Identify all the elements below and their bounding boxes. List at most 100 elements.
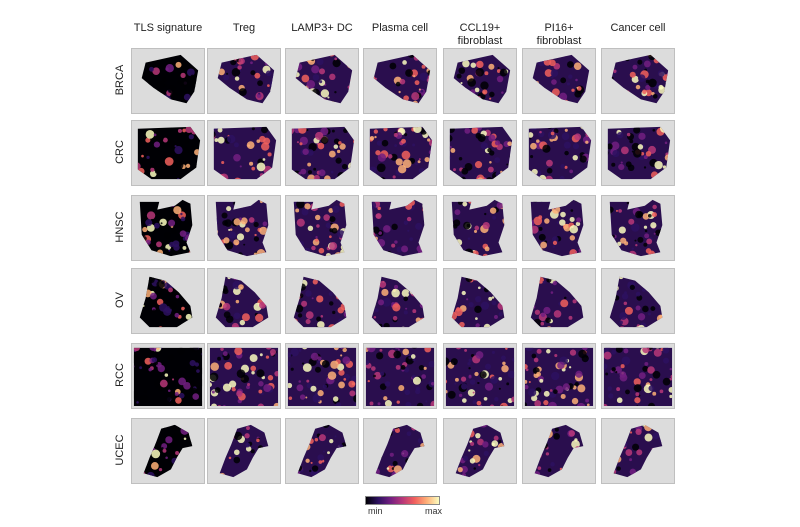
heatmap-panel bbox=[207, 343, 281, 409]
expression-spot bbox=[671, 208, 674, 213]
expression-spot bbox=[276, 448, 280, 452]
expression-spot bbox=[502, 471, 505, 474]
expression-spot bbox=[555, 105, 564, 113]
expression-spot bbox=[323, 214, 330, 221]
expression-spot bbox=[459, 321, 465, 328]
expression-spot bbox=[529, 137, 532, 140]
expression-spot bbox=[244, 478, 252, 483]
expression-spot bbox=[403, 424, 412, 426]
expression-spot bbox=[451, 282, 454, 286]
expression-spot bbox=[311, 465, 319, 472]
expression-spot bbox=[447, 294, 450, 297]
expression-spot bbox=[550, 462, 555, 467]
expression-spot bbox=[297, 240, 305, 248]
expression-spot bbox=[302, 434, 311, 443]
expression-spot bbox=[222, 383, 232, 392]
expression-spot bbox=[650, 306, 656, 311]
expression-spot bbox=[586, 86, 590, 95]
expression-spot bbox=[208, 156, 213, 164]
expression-spot bbox=[491, 290, 496, 295]
expression-spot bbox=[391, 326, 397, 328]
expression-spot bbox=[226, 424, 234, 432]
expression-spot bbox=[532, 88, 536, 92]
expression-spot bbox=[137, 162, 141, 171]
expression-spot bbox=[301, 362, 305, 365]
expression-spot bbox=[523, 256, 526, 259]
expression-spot bbox=[364, 420, 368, 427]
expression-spot bbox=[541, 435, 545, 439]
expression-spot bbox=[132, 65, 134, 68]
expression-spot bbox=[607, 143, 613, 150]
expression-spot bbox=[382, 199, 389, 201]
expression-spot bbox=[502, 105, 504, 107]
expression-spot bbox=[611, 76, 614, 81]
expression-spot bbox=[333, 347, 339, 351]
expression-spot bbox=[415, 388, 421, 395]
expression-spot bbox=[369, 54, 373, 57]
heatmap-panel bbox=[522, 343, 596, 409]
expression-spot bbox=[609, 325, 612, 328]
expression-spot bbox=[460, 176, 466, 180]
expression-spot bbox=[604, 209, 608, 212]
expression-spot bbox=[150, 292, 157, 300]
expression-spot bbox=[544, 175, 553, 180]
expression-spot bbox=[403, 296, 409, 302]
expression-spot bbox=[572, 299, 577, 304]
expression-spot bbox=[301, 183, 304, 185]
expression-spot bbox=[523, 174, 528, 180]
expression-spot bbox=[467, 237, 471, 240]
expression-spot bbox=[539, 378, 544, 383]
expression-spot bbox=[313, 199, 319, 203]
expression-spot bbox=[512, 357, 515, 362]
expression-spot bbox=[458, 156, 463, 161]
expression-spot bbox=[194, 126, 201, 130]
expression-spot bbox=[413, 126, 422, 128]
expression-spot bbox=[491, 300, 497, 306]
expression-spot bbox=[175, 451, 179, 455]
expression-spot bbox=[449, 95, 452, 98]
expression-spot bbox=[223, 182, 227, 185]
expression-spot bbox=[456, 439, 462, 444]
expression-spot bbox=[461, 290, 466, 296]
expression-spot bbox=[174, 312, 180, 318]
expression-spot bbox=[165, 256, 168, 259]
expression-spot bbox=[426, 419, 431, 422]
expression-spot bbox=[327, 451, 330, 455]
expression-spot bbox=[615, 371, 618, 374]
expression-spot bbox=[208, 429, 210, 431]
expression-spot bbox=[503, 214, 505, 222]
expression-spot bbox=[460, 81, 463, 85]
expression-spot bbox=[200, 432, 204, 437]
expression-spot bbox=[219, 427, 226, 436]
expression-spot bbox=[427, 428, 436, 437]
expression-spot bbox=[654, 175, 661, 180]
expression-spot bbox=[660, 104, 664, 108]
expression-spot bbox=[295, 57, 300, 65]
expression-spot bbox=[374, 308, 379, 313]
expression-spot bbox=[267, 152, 272, 157]
expression-spot bbox=[412, 143, 416, 147]
expression-spot bbox=[295, 75, 297, 79]
expression-spot bbox=[479, 196, 483, 199]
expression-spot bbox=[286, 88, 294, 96]
expression-spot bbox=[307, 162, 312, 167]
expression-spot bbox=[191, 145, 196, 150]
expression-spot bbox=[171, 228, 177, 235]
expression-spot bbox=[164, 474, 170, 478]
expression-spot bbox=[471, 276, 479, 281]
expression-spot bbox=[506, 280, 510, 284]
expression-spot bbox=[378, 323, 383, 328]
expression-spot bbox=[487, 148, 492, 153]
expression-spot bbox=[460, 105, 469, 113]
expression-spot bbox=[334, 57, 338, 61]
expression-spot bbox=[523, 426, 530, 433]
expression-spot bbox=[563, 269, 571, 273]
expression-spot bbox=[488, 63, 495, 70]
expression-spot bbox=[314, 366, 322, 373]
expression-spot bbox=[634, 239, 637, 242]
expression-spot bbox=[564, 150, 569, 156]
expression-spot bbox=[524, 402, 527, 407]
expression-spot bbox=[209, 126, 212, 129]
expression-spot bbox=[373, 316, 377, 319]
heatmap-panel bbox=[131, 343, 205, 409]
